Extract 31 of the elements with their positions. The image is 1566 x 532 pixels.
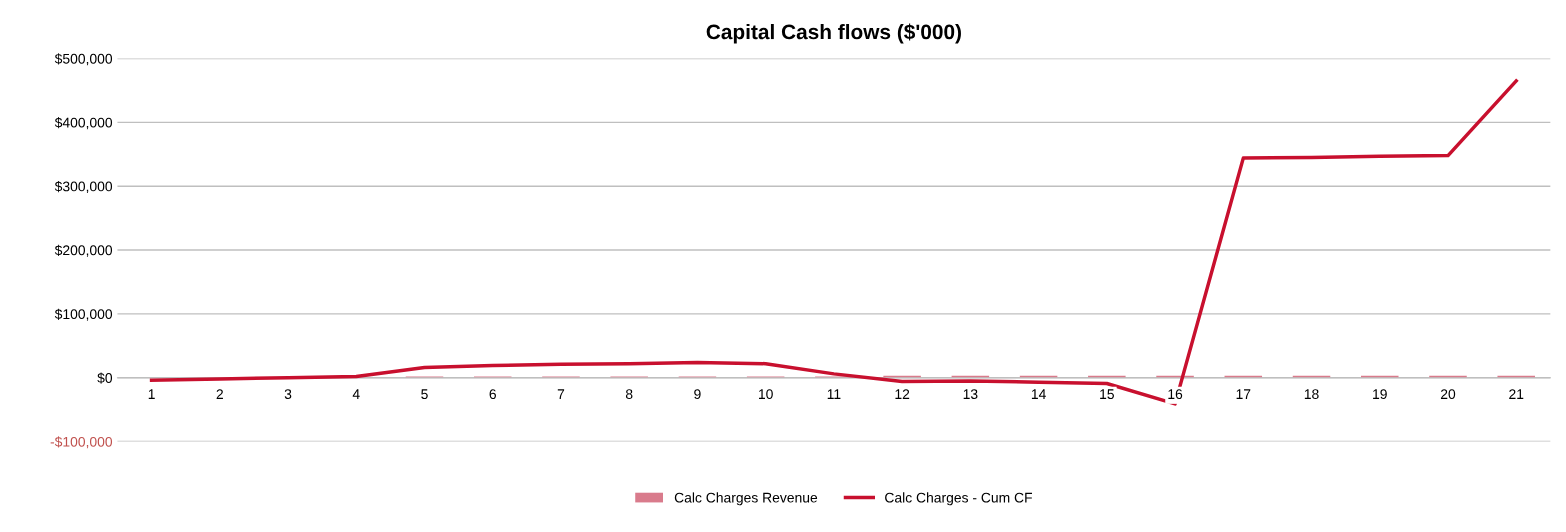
x-tick-label: 12 xyxy=(895,389,910,399)
x-tick-label: 3 xyxy=(284,389,292,400)
x-tick-label: 1 xyxy=(148,389,155,399)
legend-label: Calc Charges - Cum CF xyxy=(885,492,1032,506)
x-tick-label: 15 xyxy=(1100,389,1114,400)
x-tick-label: 7 xyxy=(557,389,565,399)
chart-title: Capital Cash flows ($'000) xyxy=(706,23,961,44)
x-tick-label: 17 xyxy=(1236,389,1251,399)
legend-label: Calc Charges Revenue xyxy=(674,492,818,506)
x-tick-label: 9 xyxy=(694,389,701,400)
x-tick-label: 19 xyxy=(1373,389,1387,400)
y-tick-label: $200,000 xyxy=(54,244,113,257)
x-tick-label: 4 xyxy=(352,389,360,399)
x-tick-label: 2 xyxy=(216,389,223,399)
x-tick-label: 18 xyxy=(1304,389,1319,400)
x-tick-label: 10 xyxy=(759,389,773,400)
y-tick-label: $400,000 xyxy=(54,117,113,130)
x-tick-label: 11 xyxy=(827,389,841,399)
y-tick-label: $500,000 xyxy=(54,53,113,66)
y-tick-label: $100,000 xyxy=(54,308,113,321)
x-tick-label: 16 xyxy=(1168,389,1183,400)
x-tick-label: 20 xyxy=(1440,389,1456,400)
x-tick-label: 5 xyxy=(421,389,428,400)
y-tick-label: -$100,000 xyxy=(50,436,113,449)
x-tick-label: 14 xyxy=(1031,389,1046,399)
x-tick-label: 13 xyxy=(963,389,978,400)
y-tick-label: $0 xyxy=(97,372,113,384)
y-tick-label: $300,000 xyxy=(54,180,113,194)
x-tick-label: 21 xyxy=(1509,389,1524,399)
x-tick-label: 8 xyxy=(625,389,633,400)
x-tick-label: 6 xyxy=(489,389,496,400)
